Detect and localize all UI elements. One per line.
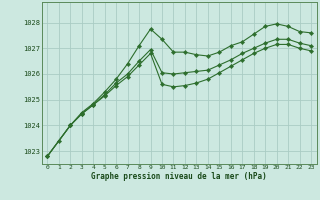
- X-axis label: Graphe pression niveau de la mer (hPa): Graphe pression niveau de la mer (hPa): [91, 172, 267, 181]
